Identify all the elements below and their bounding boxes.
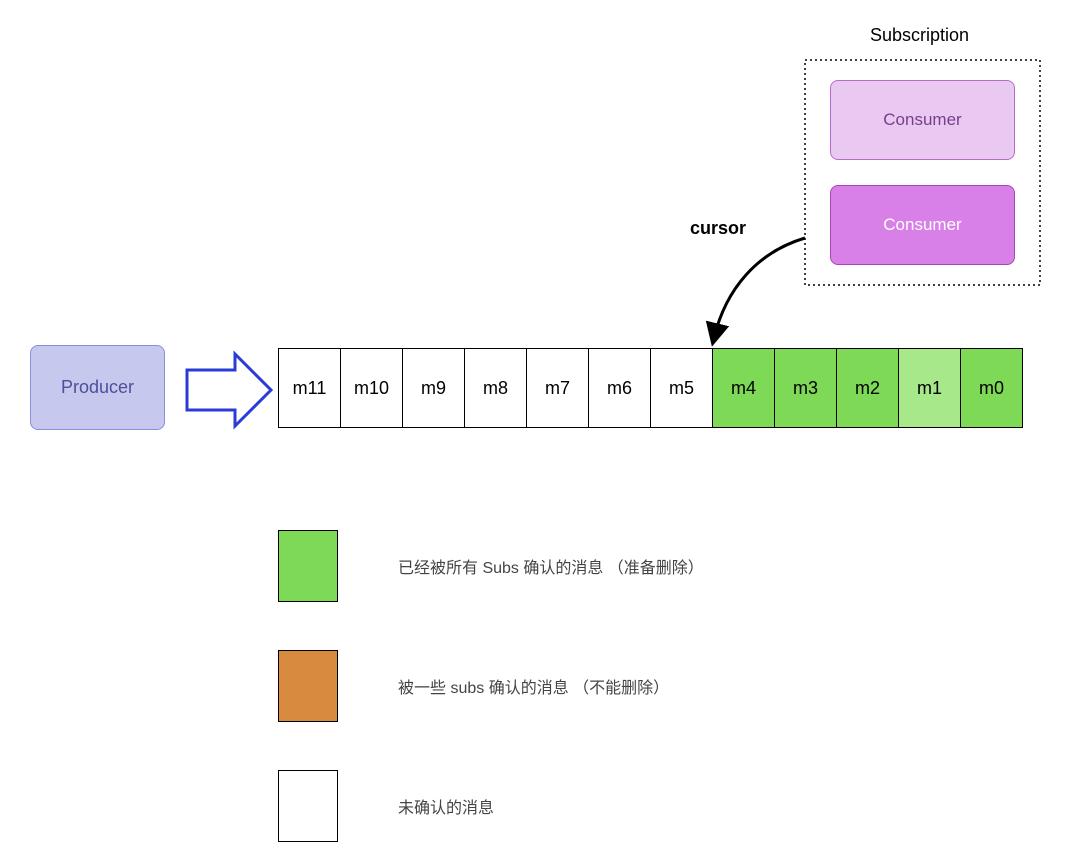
producer-label: Producer [61,377,134,398]
queue-cell-label: m6 [607,378,632,399]
legend-swatch [278,770,338,842]
queue-cell-m10: m10 [340,348,403,428]
queue-cell-label: m0 [979,378,1004,399]
flow-arrow [185,350,275,430]
legend-swatch [278,650,338,722]
consumer-box-0: Consumer [830,80,1015,160]
queue-cell-m3: m3 [774,348,837,428]
legend-label: 未确认的消息 [398,794,494,818]
queue-cell-m8: m8 [464,348,527,428]
queue-cell-m2: m2 [836,348,899,428]
queue-cell-label: m5 [669,378,694,399]
legend-row-0: 已经被所有 Subs 确认的消息 （准备删除） [278,530,704,602]
queue-cell-label: m8 [483,378,508,399]
producer-box: Producer [30,345,165,430]
queue-cell-m5: m5 [650,348,713,428]
queue-cell-m1: m1 [898,348,961,428]
queue-cell-label: m11 [293,378,327,399]
legend-row-2: 未确认的消息 [278,770,494,842]
queue-cell-label: m2 [855,378,880,399]
queue-cell-m9: m9 [402,348,465,428]
subscription-title: Subscription [870,25,969,46]
consumer-box-1: Consumer [830,185,1015,265]
queue-cell-label: m9 [421,378,446,399]
queue-cell-label: m3 [793,378,818,399]
queue-cell-m4: m4 [712,348,775,428]
queue-cell-m11: m11 [278,348,341,428]
queue-cell-m7: m7 [526,348,589,428]
queue-cell-label: m1 [917,378,942,399]
legend-row-1: 被一些 subs 确认的消息 （不能删除） [278,650,669,722]
legend-swatch [278,530,338,602]
legend-label: 被一些 subs 确认的消息 （不能删除） [398,674,669,698]
message-queue: m11 m10 m9 m8 m7 m6 m5 m4 m3 m2 m1 m0 [278,348,1023,428]
queue-cell-label: m10 [354,378,389,399]
cursor-label: cursor [690,218,746,239]
queue-cell-label: m4 [731,378,756,399]
consumer-label: Consumer [883,215,961,235]
queue-cell-label: m7 [545,378,570,399]
consumer-label: Consumer [883,110,961,130]
queue-cell-m0: m0 [960,348,1023,428]
legend-label: 已经被所有 Subs 确认的消息 （准备删除） [398,554,704,578]
queue-cell-m6: m6 [588,348,651,428]
